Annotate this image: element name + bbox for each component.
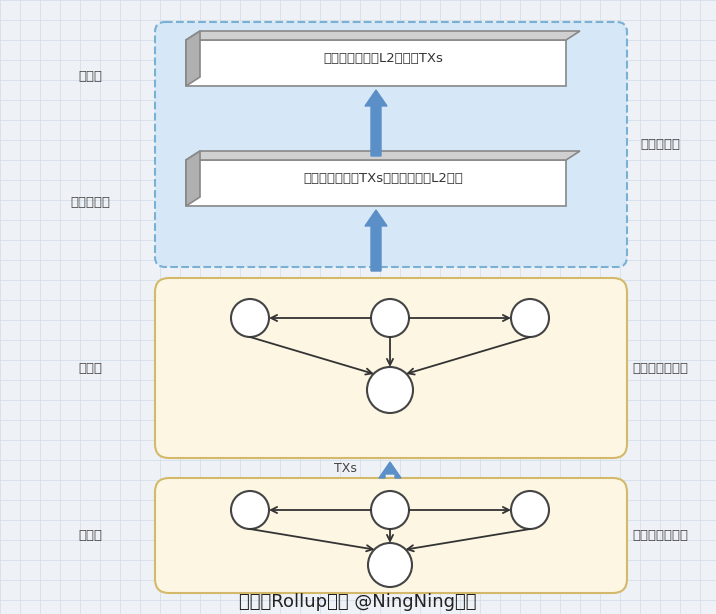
Polygon shape	[379, 462, 401, 478]
Text: 以太坊主网: 以太坊主网	[640, 138, 680, 151]
Text: 去中心化序列器: 去中心化序列器	[632, 529, 688, 542]
Text: 主权性验证网络: 主权性验证网络	[632, 362, 688, 375]
Text: 执行层: 执行层	[78, 529, 102, 542]
Polygon shape	[186, 31, 580, 40]
FancyBboxPatch shape	[155, 478, 627, 593]
Text: 共识层: 共识层	[78, 71, 102, 84]
Circle shape	[368, 543, 412, 587]
FancyBboxPatch shape	[155, 22, 627, 267]
Text: 主权性Rollup架构 @NingNing制图: 主权性Rollup架构 @NingNing制图	[239, 593, 477, 611]
Polygon shape	[186, 31, 200, 86]
Circle shape	[231, 299, 269, 337]
Polygon shape	[186, 151, 580, 160]
Circle shape	[511, 299, 549, 337]
FancyBboxPatch shape	[155, 278, 627, 458]
Polygon shape	[186, 151, 200, 206]
Text: 保存经过验证的TXs，可随时重建L2状态: 保存经过验证的TXs，可随时重建L2状态	[303, 172, 463, 185]
Circle shape	[371, 491, 409, 529]
Polygon shape	[365, 90, 387, 156]
Text: 排序和最终确认L2提交的TXs: 排序和最终确认L2提交的TXs	[323, 52, 443, 65]
Text: 数据可用层: 数据可用层	[70, 195, 110, 209]
Circle shape	[367, 367, 413, 413]
Circle shape	[511, 491, 549, 529]
FancyBboxPatch shape	[186, 160, 566, 206]
FancyBboxPatch shape	[186, 40, 566, 86]
Text: 结算层: 结算层	[78, 362, 102, 375]
Text: TXs: TXs	[334, 462, 357, 475]
Polygon shape	[365, 210, 387, 271]
Circle shape	[371, 299, 409, 337]
Circle shape	[231, 491, 269, 529]
